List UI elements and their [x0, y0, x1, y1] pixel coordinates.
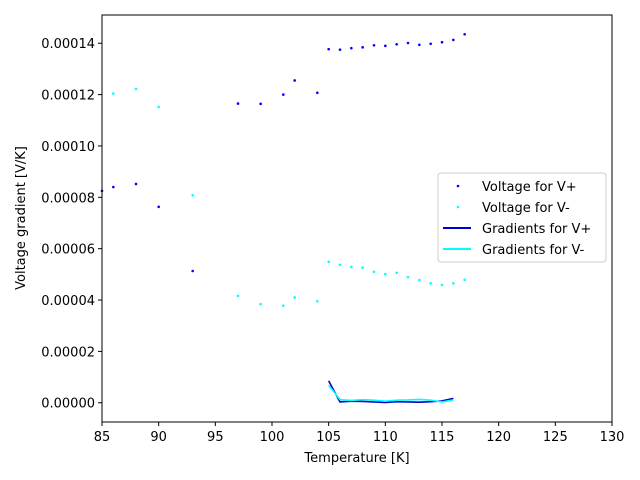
data-point-voltage-for-v: [157, 105, 160, 109]
y-axis-title: Voltage gradient [V/K]: [14, 146, 29, 290]
data-point-voltage-for-v: [236, 294, 240, 298]
data-point-voltage-for-v: [112, 185, 115, 189]
legend-label-gradients-v-plus: Gradients for V+: [482, 222, 591, 237]
data-point-voltage-for-v: [338, 263, 342, 267]
x-tick-label: 130: [600, 430, 625, 445]
data-point-voltage-for-v: [406, 275, 410, 279]
x-tick-label: 100: [260, 430, 285, 445]
data-point-voltage-for-v: [395, 42, 398, 46]
data-point-voltage-for-v: [293, 296, 296, 299]
data-point-voltage-for-v: [463, 278, 466, 282]
data-point-voltage-for-v: [327, 47, 330, 51]
data-point-voltage-for-v: [361, 266, 364, 269]
data-point-voltage-for-v: [372, 44, 376, 47]
y-tick-label: 0.00010: [41, 140, 95, 155]
x-tick-label: 115: [430, 430, 455, 445]
x-tick-label: 110: [373, 430, 398, 445]
data-point-voltage-for-v: [384, 44, 387, 48]
data-point-voltage-for-v: [350, 265, 353, 269]
y-tick-label: 0.00004: [41, 294, 95, 309]
data-point-voltage-for-v: [327, 260, 330, 264]
legend-label-voltage-v-minus: Voltage for V-: [482, 201, 570, 216]
data-point-voltage-for-v: [418, 43, 421, 47]
data-point-voltage-for-v: [361, 46, 364, 49]
legend-box: [437, 172, 607, 263]
data-point-voltage-for-v: [338, 48, 342, 51]
data-point-voltage-for-v: [236, 102, 240, 105]
plot-marks: [100, 32, 466, 404]
data-point-voltage-for-v: [463, 32, 466, 36]
x-tick-label: 105: [316, 430, 341, 445]
data-point-voltage-for-v: [372, 270, 376, 274]
data-point-voltage-for-v: [429, 282, 432, 285]
data-point-voltage-for-v: [112, 92, 115, 95]
x-tick-label: 125: [543, 430, 568, 445]
data-point-voltage-for-v: [134, 87, 138, 91]
data-point-voltage-for-v: [452, 282, 455, 285]
data-point-voltage-for-v: [134, 182, 138, 186]
data-point-voltage-for-v: [316, 91, 319, 95]
data-point-voltage-for-v: [259, 102, 262, 106]
legend-marker-voltage-v-plus: [456, 184, 460, 188]
data-point-voltage-for-v: [157, 205, 160, 209]
data-point-voltage-for-v: [429, 42, 432, 46]
data-point-voltage-for-v: [191, 193, 194, 197]
data-point-voltage-for-v: [406, 41, 410, 45]
legend-label-voltage-v-plus: Voltage for V+: [482, 180, 577, 195]
x-tick-label: 90: [150, 430, 167, 445]
x-tick-label: 95: [207, 430, 224, 445]
y-tick-label: 0.00000: [41, 397, 95, 412]
data-point-voltage-for-v: [418, 278, 421, 282]
legend-label-gradients-v-minus: Gradients for V-: [482, 243, 585, 258]
x-axis-title: Temperature [K]: [303, 451, 409, 466]
data-point-voltage-for-v: [395, 271, 398, 275]
x-axis-ticks: 85 90 95 100 105 110 115 120 125 130: [94, 422, 625, 445]
series-line-gradients-for-v: [327, 380, 454, 404]
series-line-gradients-for-v: [328, 384, 454, 403]
data-point-voltage-for-v: [282, 93, 285, 96]
data-point-voltage-for-v: [293, 79, 296, 82]
x-tick-label: 120: [486, 430, 511, 445]
data-point-voltage-for-v: [350, 46, 353, 50]
x-tick-label: 85: [94, 430, 111, 445]
data-point-voltage-for-v: [282, 304, 285, 307]
plot-frame: [101, 14, 613, 423]
data-point-voltage-for-v: [384, 272, 387, 276]
data-point-voltage-for-v: [440, 40, 444, 44]
y-axis-ticks: 0.00000 0.00002 0.00004 0.00006 0.00008 0.000…: [41, 37, 102, 412]
y-tick-label: 0.00014: [41, 37, 95, 52]
y-tick-label: 0.00008: [41, 191, 95, 206]
data-point-voltage-for-v: [191, 269, 194, 273]
y-tick-label: 0.00002: [41, 345, 95, 360]
y-tick-label: 0.00006: [41, 243, 95, 258]
data-point-voltage-for-v: [316, 300, 319, 303]
y-tick-label: 0.00012: [41, 89, 95, 104]
legend: Voltage for V+ Voltage for V- Gradients …: [437, 172, 607, 263]
data-point-voltage-for-v: [452, 38, 455, 42]
data-point-voltage-for-v: [440, 283, 444, 287]
legend-marker-voltage-v-minus: [456, 205, 460, 209]
data-point-voltage-for-v: [259, 302, 262, 306]
